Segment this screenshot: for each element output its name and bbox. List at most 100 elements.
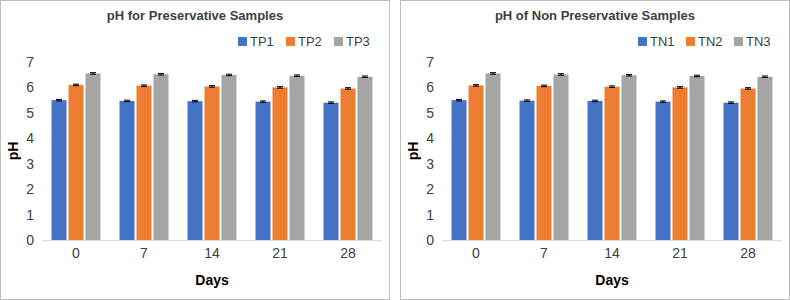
bar (69, 85, 84, 240)
y-tick-label: 5 (26, 105, 34, 121)
x-tick-label: 0 (472, 245, 480, 261)
legend-swatch (734, 37, 743, 46)
plot-marks (452, 73, 773, 240)
y-tick-label: 6 (26, 79, 34, 95)
error-cap (524, 99, 530, 100)
error-cap (490, 74, 496, 75)
x-tick-label: 28 (340, 245, 356, 261)
error-bar (745, 88, 751, 90)
error-cap (362, 75, 368, 76)
error-cap (592, 100, 598, 101)
error-cap (745, 89, 751, 90)
error-cap (90, 74, 96, 75)
error-cap (90, 72, 96, 73)
bar (690, 76, 705, 240)
bar (290, 76, 305, 240)
error-cap (124, 101, 130, 102)
legend-swatch (686, 37, 695, 46)
x-tick-label: 7 (140, 245, 148, 261)
error-cap (226, 74, 232, 75)
x-tick-label: 21 (272, 245, 288, 261)
chart-canvas: pH for Preservative Samples01234567pHDay… (0, 0, 790, 300)
bar (137, 86, 152, 240)
bar (554, 74, 569, 240)
error-cap (677, 86, 683, 87)
error-cap (728, 103, 734, 104)
error-cap (362, 77, 368, 78)
error-cap (277, 86, 283, 87)
legend-swatch (334, 37, 343, 46)
bar (188, 101, 203, 240)
bar (358, 77, 373, 240)
error-cap (73, 85, 79, 86)
error-cap (260, 100, 266, 101)
bar (452, 100, 467, 240)
error-cap (490, 72, 496, 73)
error-cap (626, 75, 632, 76)
error-cap (328, 103, 334, 104)
chart-title: pH of Non Preservative Samples (495, 8, 695, 23)
x-tick-label: 21 (672, 245, 688, 261)
bar (724, 103, 739, 240)
error-cap (558, 75, 564, 76)
error-cap (158, 73, 164, 74)
error-cap (345, 87, 351, 88)
bar (537, 86, 552, 240)
error-cap (277, 88, 283, 89)
bar (520, 101, 535, 240)
error-bar (609, 86, 615, 88)
error-bar (362, 76, 368, 78)
error-bar (524, 100, 530, 102)
error-cap (473, 84, 479, 85)
error-cap (209, 85, 215, 86)
error-cap (456, 100, 462, 101)
error-bar (158, 73, 164, 75)
error-bar (345, 88, 351, 90)
bar (622, 75, 637, 240)
error-cap (609, 87, 615, 88)
bar (120, 101, 135, 240)
bar (52, 100, 67, 240)
error-cap (56, 99, 62, 100)
y-tick-label: 0 (26, 232, 34, 248)
error-cap (192, 101, 198, 102)
y-tick-label: 5 (426, 105, 434, 121)
x-tick-label: 14 (604, 245, 620, 261)
error-cap (473, 86, 479, 87)
chart-title: pH for Preservative Samples (107, 8, 283, 23)
error-bar (541, 85, 547, 87)
x-tick-label: 14 (204, 245, 220, 261)
bar (273, 87, 288, 240)
error-bar (660, 101, 666, 103)
error-bar (728, 102, 734, 104)
error-bar (473, 85, 479, 87)
x-axis-line (442, 240, 782, 241)
bar (758, 77, 773, 240)
error-cap (694, 76, 700, 77)
bar (341, 88, 356, 240)
y-tick-label: 3 (426, 156, 434, 172)
error-cap (677, 88, 683, 89)
y-tick-label: 6 (426, 79, 434, 95)
bar (222, 75, 237, 240)
error-cap (294, 74, 300, 75)
error-cap (260, 102, 266, 103)
y-tick-label: 4 (426, 130, 434, 146)
bar (256, 102, 271, 240)
error-bar (260, 101, 266, 103)
error-bar (592, 100, 598, 102)
bar (324, 103, 339, 240)
error-cap (456, 99, 462, 100)
panel-frame (401, 1, 790, 300)
error-bar (141, 85, 147, 87)
error-cap (158, 74, 164, 75)
error-bar (677, 87, 683, 89)
error-bar (226, 74, 232, 76)
error-cap (745, 87, 751, 88)
legend-label: TP1 (250, 34, 274, 49)
legend-swatch (638, 37, 647, 46)
error-cap (141, 84, 147, 85)
bar (673, 87, 688, 240)
bar (154, 74, 169, 240)
y-tick-label: 0 (426, 232, 434, 248)
